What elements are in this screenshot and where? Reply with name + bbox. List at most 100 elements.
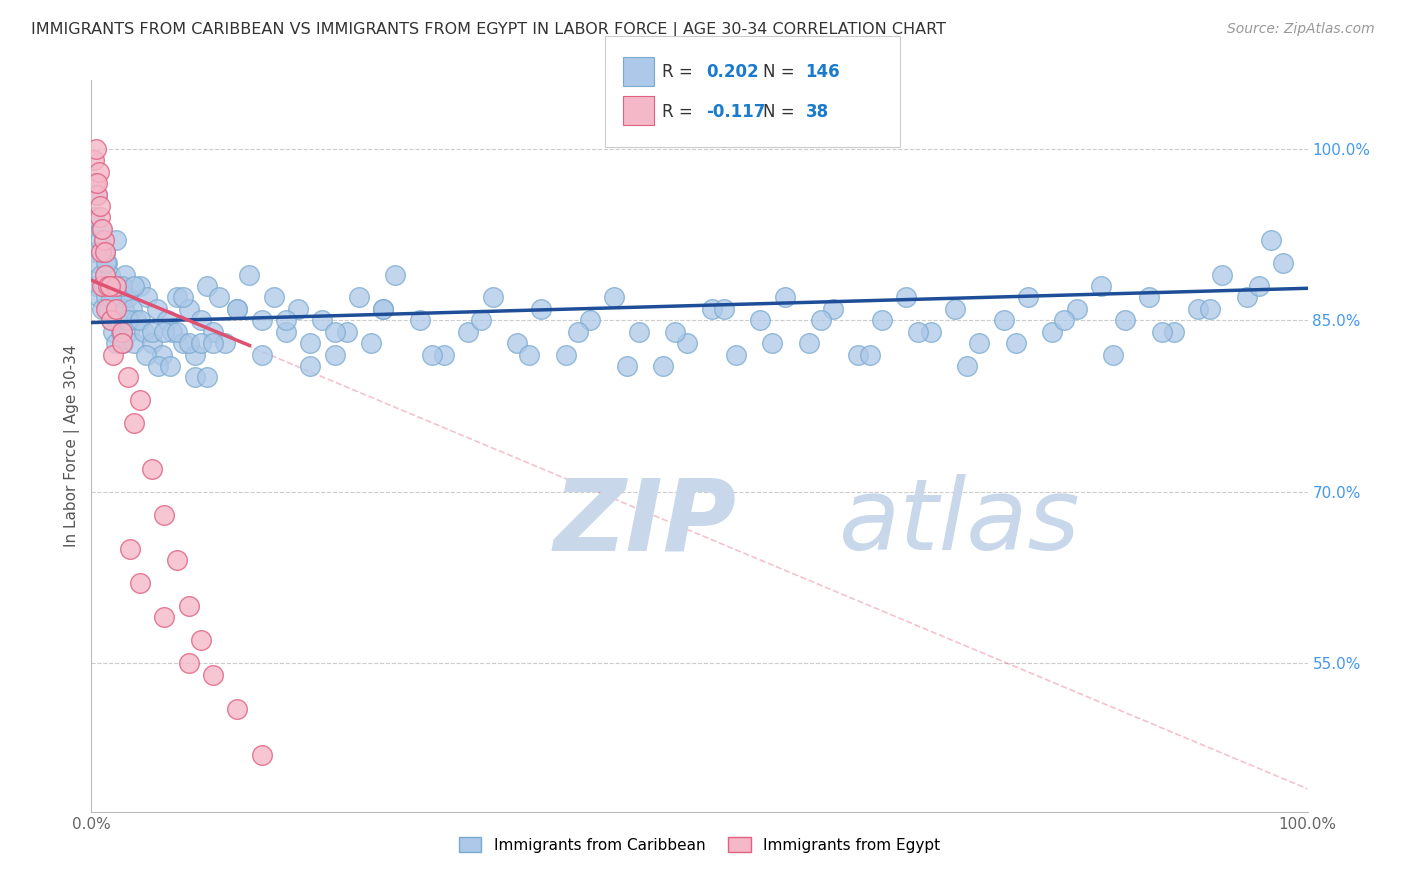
Point (823, 301, 845, 316)
Point (129, 576, 152, 591)
Point (226, 702, 249, 716)
Point (86, 176, 108, 190)
Point (100, 313, 122, 327)
Point (172, 290, 194, 304)
Text: R =: R = (662, 63, 699, 81)
Point (214, 336, 236, 351)
Point (94, 256, 117, 270)
Point (184, 348, 207, 362)
Point (103, 325, 125, 339)
Point (956, 359, 979, 373)
Point (1211, 268, 1233, 282)
Point (567, 325, 589, 339)
Point (104, 301, 127, 316)
Text: N =: N = (763, 103, 800, 120)
Point (749, 313, 772, 327)
Point (111, 279, 134, 293)
Text: -0.117: -0.117 (706, 103, 765, 120)
Point (579, 313, 602, 327)
Point (676, 336, 699, 351)
Point (89, 199, 111, 213)
Point (156, 313, 179, 327)
Point (94, 244, 117, 259)
Point (373, 301, 395, 316)
Point (190, 336, 212, 351)
Point (797, 336, 820, 351)
Point (84, 142, 107, 156)
Point (506, 336, 529, 351)
Point (1066, 301, 1088, 316)
Point (713, 301, 735, 316)
Legend: Immigrants from Caribbean, Immigrants from Egypt: Immigrants from Caribbean, Immigrants fr… (453, 831, 946, 859)
Text: R =: R = (662, 103, 699, 120)
Point (274, 325, 297, 339)
Point (86, 256, 108, 270)
Point (117, 313, 139, 327)
Point (373, 301, 395, 316)
Point (166, 290, 188, 304)
Point (98, 279, 121, 293)
Point (846, 348, 869, 362)
Point (920, 325, 942, 339)
Point (1017, 290, 1039, 304)
Point (226, 301, 249, 316)
Point (117, 290, 139, 304)
Point (1102, 348, 1125, 362)
Point (111, 290, 134, 304)
Point (420, 348, 443, 362)
Point (104, 233, 127, 247)
Point (384, 268, 406, 282)
Point (299, 336, 322, 351)
Point (1040, 325, 1063, 339)
Point (120, 541, 142, 556)
Point (1114, 313, 1136, 327)
Point (1139, 290, 1161, 304)
Point (97, 301, 120, 316)
Point (86, 187, 108, 202)
Point (112, 301, 135, 316)
Point (274, 313, 297, 327)
Point (129, 279, 152, 293)
Point (100, 313, 122, 327)
Point (129, 393, 152, 408)
Point (115, 313, 138, 327)
Point (96, 256, 118, 270)
Point (238, 268, 260, 282)
Point (177, 656, 200, 670)
Text: Source: ZipAtlas.com: Source: ZipAtlas.com (1227, 22, 1375, 37)
Point (153, 610, 176, 624)
Point (859, 348, 882, 362)
Point (250, 348, 273, 362)
Point (299, 359, 322, 373)
Point (114, 268, 136, 282)
Point (141, 336, 163, 351)
Point (993, 313, 1015, 327)
Point (1187, 301, 1209, 316)
Point (87, 164, 110, 178)
Point (1272, 256, 1295, 270)
Point (517, 348, 540, 362)
Point (97, 279, 120, 293)
Point (347, 290, 370, 304)
Point (172, 336, 194, 351)
Y-axis label: In Labor Force | Age 30-34: In Labor Force | Age 30-34 (65, 344, 80, 548)
Point (121, 301, 143, 316)
Text: ZIP: ZIP (554, 475, 737, 571)
Point (90, 244, 112, 259)
Point (700, 301, 723, 316)
Point (84, 279, 107, 293)
Point (202, 325, 225, 339)
Point (907, 325, 929, 339)
Point (100, 290, 122, 304)
Point (110, 325, 132, 339)
Point (122, 336, 145, 351)
Point (773, 290, 796, 304)
Point (177, 599, 200, 613)
Point (250, 313, 273, 327)
Point (83, 153, 105, 168)
Point (108, 279, 131, 293)
Point (148, 359, 170, 373)
Point (83, 211, 105, 225)
Point (263, 290, 285, 304)
Point (190, 633, 212, 648)
